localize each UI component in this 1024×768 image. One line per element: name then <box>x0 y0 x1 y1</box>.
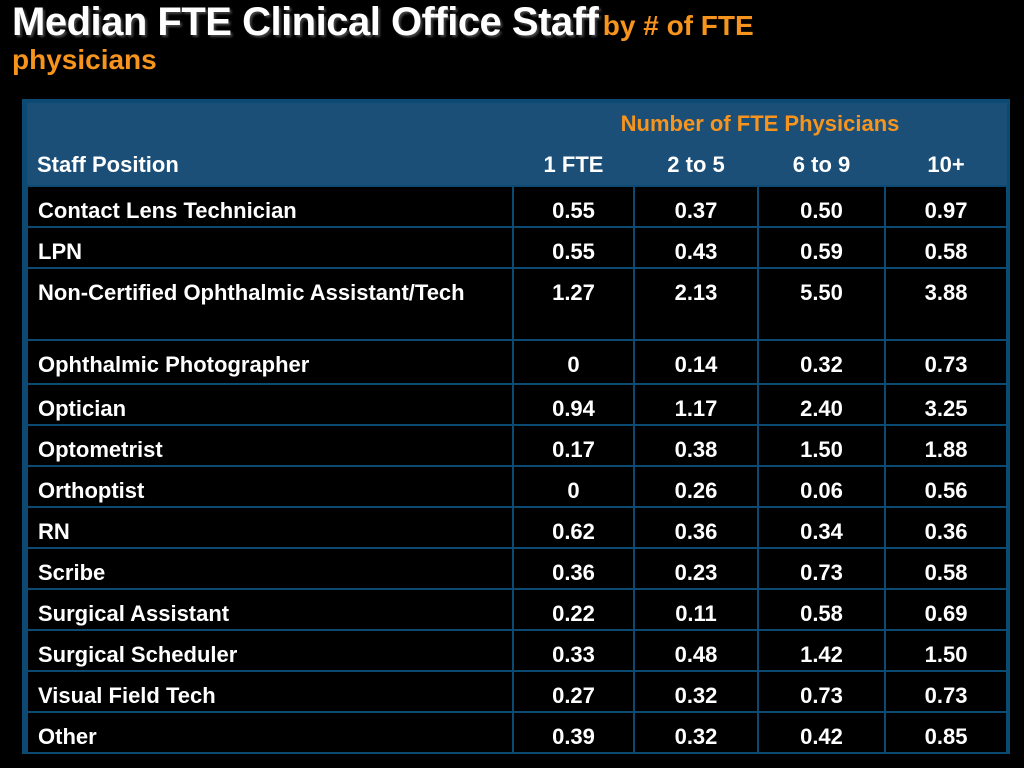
cell-value: 0.37 <box>633 185 759 228</box>
cell-value: 0.62 <box>512 506 635 549</box>
column-header-10-plus: 10+ <box>885 145 1008 186</box>
cell-value: 1.27 <box>512 267 635 341</box>
cell-value: 0.55 <box>512 185 635 228</box>
cell-value: 0.27 <box>512 670 635 713</box>
table-row: Optometrist 0.17 0.38 1.50 1.88 <box>26 424 1009 467</box>
cell-value: 0.73 <box>757 670 886 713</box>
column-header-staff-position: Staff Position <box>27 145 513 186</box>
table-group-header-row: Number of FTE Physicians <box>27 103 1008 145</box>
table-row: Orthoptist 0 0.26 0.06 0.56 <box>26 465 1009 508</box>
cell-value: 0.38 <box>633 424 759 467</box>
cell-value: 1.50 <box>883 629 1009 672</box>
cell-value: 0 <box>512 339 635 385</box>
table-row: Ophthalmic Photographer 0 0.14 0.32 0.73 <box>26 339 1009 385</box>
cell-value: 0.06 <box>757 465 886 508</box>
cell-value: 0.34 <box>757 506 886 549</box>
group-header-spacer <box>27 103 513 145</box>
cell-value: 0.39 <box>512 711 635 754</box>
slide-title: Median FTE Clinical Office Staff by # of… <box>12 2 1012 74</box>
cell-value: 0.22 <box>512 588 635 631</box>
cell-value: 0.32 <box>757 339 886 385</box>
cell-value: 0.58 <box>883 547 1009 590</box>
table-row: Surgical Assistant 0.22 0.11 0.58 0.69 <box>26 588 1009 631</box>
cell-value: 3.88 <box>883 267 1009 341</box>
cell-value: 3.25 <box>883 383 1009 426</box>
cell-staff-position: Optician <box>26 383 514 426</box>
title-subtitle-line2: physicians <box>12 44 157 75</box>
cell-value: 0.58 <box>757 588 886 631</box>
table-row: Scribe 0.36 0.23 0.73 0.58 <box>26 547 1009 590</box>
cell-value: 0.50 <box>757 185 886 228</box>
cell-value: 0.43 <box>633 226 759 269</box>
cell-value: 0.73 <box>757 547 886 590</box>
cell-staff-position: Other <box>26 711 514 754</box>
title-main: Median FTE Clinical Office Staff <box>12 0 599 44</box>
cell-value: 0 <box>512 465 635 508</box>
cell-value: 0.73 <box>883 670 1009 713</box>
column-header-6-to-9: 6 to 9 <box>758 145 885 186</box>
cell-value: 0.33 <box>512 629 635 672</box>
table-row: Other 0.39 0.32 0.42 0.85 <box>26 711 1009 754</box>
cell-value: 1.88 <box>883 424 1009 467</box>
cell-staff-position: Surgical Scheduler <box>26 629 514 672</box>
cell-staff-position: LPN <box>26 226 514 269</box>
cell-value: 0.11 <box>633 588 759 631</box>
cell-value: 1.17 <box>633 383 759 426</box>
cell-staff-position: Ophthalmic Photographer <box>26 339 514 385</box>
cell-value: 0.32 <box>633 711 759 754</box>
cell-value: 0.23 <box>633 547 759 590</box>
table-row: Surgical Scheduler 0.33 0.48 1.42 1.50 <box>26 629 1009 672</box>
table-row: RN 0.62 0.36 0.34 0.36 <box>26 506 1009 549</box>
cell-value: 0.36 <box>633 506 759 549</box>
cell-value: 0.94 <box>512 383 635 426</box>
column-header-1-fte: 1 FTE <box>513 145 634 186</box>
cell-staff-position: Orthoptist <box>26 465 514 508</box>
cell-staff-position: Visual Field Tech <box>26 670 514 713</box>
table-row: Visual Field Tech 0.27 0.32 0.73 0.73 <box>26 670 1009 713</box>
cell-staff-position: Scribe <box>26 547 514 590</box>
cell-value: 2.13 <box>633 267 759 341</box>
cell-value: 0.26 <box>633 465 759 508</box>
table-row: Non-Certified Ophthalmic Assistant/Tech 1… <box>26 267 1009 341</box>
cell-value: 0.36 <box>883 506 1009 549</box>
column-header-2-to-5: 2 to 5 <box>634 145 758 186</box>
cell-value: 0.59 <box>757 226 886 269</box>
cell-value: 0.56 <box>883 465 1009 508</box>
cell-value: 0.58 <box>883 226 1009 269</box>
table-row: Contact Lens Technician 0.55 0.37 0.50 0.97 <box>26 185 1009 228</box>
cell-value: 0.48 <box>633 629 759 672</box>
cell-staff-position: Surgical Assistant <box>26 588 514 631</box>
cell-staff-position: Non-Certified Ophthalmic Assistant/Tech <box>26 267 514 341</box>
cell-value: 0.36 <box>512 547 635 590</box>
cell-staff-position: Optometrist <box>26 424 514 467</box>
cell-value: 1.50 <box>757 424 886 467</box>
staff-table: Number of FTE Physicians Staff Position … <box>26 103 1009 754</box>
cell-value: 0.97 <box>883 185 1009 228</box>
cell-value: 2.40 <box>757 383 886 426</box>
cell-value: 0.69 <box>883 588 1009 631</box>
cell-value: 5.50 <box>757 267 886 341</box>
cell-value: 1.42 <box>757 629 886 672</box>
cell-value: 0.32 <box>633 670 759 713</box>
cell-value: 0.73 <box>883 339 1009 385</box>
cell-staff-position: RN <box>26 506 514 549</box>
title-subtitle: by # of FTE <box>602 10 754 41</box>
cell-value: 0.85 <box>883 711 1009 754</box>
cell-value: 0.14 <box>633 339 759 385</box>
cell-value: 0.42 <box>757 711 886 754</box>
table-column-header-row: Staff Position 1 FTE 2 to 5 6 to 9 10+ <box>27 145 1008 186</box>
table-body: Contact Lens Technician 0.55 0.37 0.50 0.97 L… <box>26 185 1009 754</box>
table-row: Optician 0.94 1.17 2.40 3.25 <box>26 383 1009 426</box>
cell-value: 0.17 <box>512 424 635 467</box>
cell-value: 0.55 <box>512 226 635 269</box>
group-header-label: Number of FTE Physicians <box>513 103 1008 145</box>
table-row: LPN 0.55 0.43 0.59 0.58 <box>26 226 1009 269</box>
cell-staff-position: Contact Lens Technician <box>26 185 514 228</box>
